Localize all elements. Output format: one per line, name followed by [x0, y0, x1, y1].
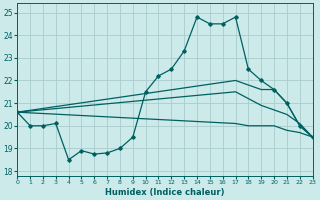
- X-axis label: Humidex (Indice chaleur): Humidex (Indice chaleur): [105, 188, 225, 197]
